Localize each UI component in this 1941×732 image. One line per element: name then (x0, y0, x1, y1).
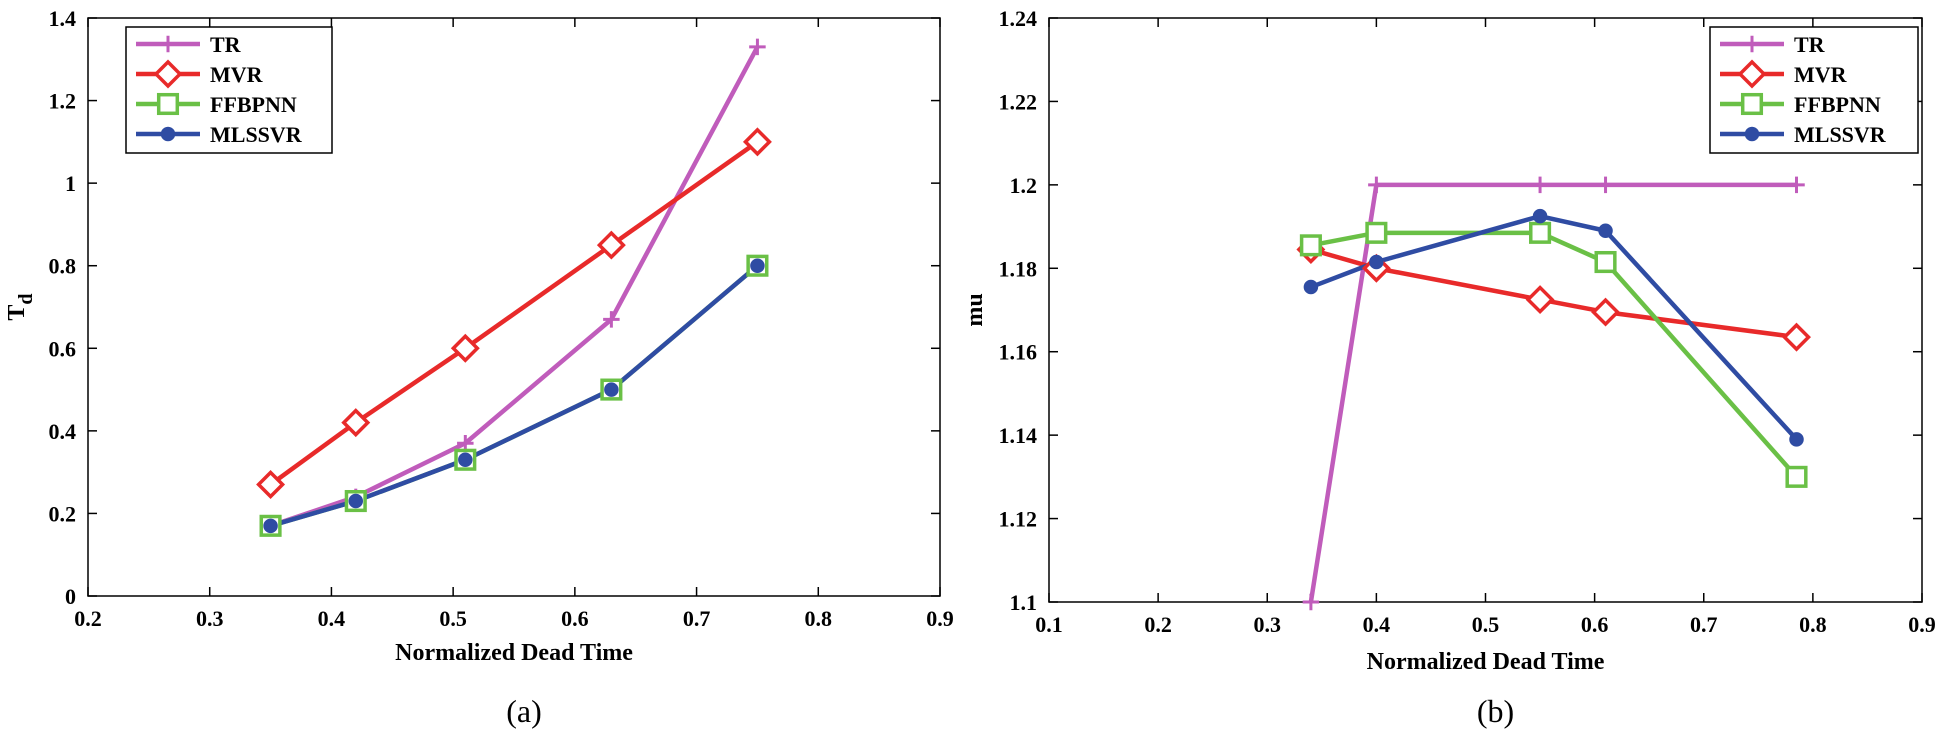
x-tick-label: 0.2 (1144, 612, 1172, 637)
x-tick-label: 0.5 (1472, 612, 1500, 637)
legend-label-mlssvr: MLSSVR (1794, 122, 1887, 147)
data-point-ffbpnn-3 (1594, 250, 1617, 274)
y-axis-label-subscript: d (15, 293, 37, 304)
x-tick-label: 0.9 (926, 606, 954, 631)
x-tick-label: 0.9 (1908, 612, 1936, 637)
legend-marker-ffbpnn (1740, 92, 1764, 116)
data-point-ffbpnn-1 (1365, 221, 1388, 244)
y-axis-label-main: mu (962, 293, 988, 326)
legend-marker-tr (1743, 35, 1761, 53)
data-point-mvr-4 (1782, 322, 1811, 352)
x-tick-label: 0.7 (1690, 612, 1718, 637)
legend: TR MVR FFBPNN MLSSVR (125, 26, 333, 154)
data-point-mlssvr-0 (1303, 279, 1319, 295)
x-tick-label: 0.1 (1035, 612, 1063, 637)
data-point-mlssvr-2 (458, 452, 473, 468)
legend-label-tr: TR (210, 32, 242, 57)
x-tick-label: 0.2 (74, 606, 102, 631)
x-tick-label: 0.8 (805, 606, 833, 631)
data-point-mlssvr-0 (263, 518, 278, 534)
data-point-tr-3 (603, 311, 620, 328)
series-line-ffbpnn (269, 263, 759, 528)
x-tick-label: 0.6 (561, 606, 589, 631)
data-point-mlssvr-4 (750, 258, 765, 273)
legend-label-mvr: MVR (210, 62, 264, 87)
y-tick-label: 0.2 (49, 501, 77, 526)
data-point-ffbpnn-0 (1299, 234, 1322, 257)
data-point-tr-4 (1788, 176, 1805, 194)
data-point-mlssvr-4 (1789, 432, 1804, 447)
legend-label-mvr: MVR (1794, 62, 1848, 87)
y-tick-label: 1.12 (999, 507, 1038, 532)
chart-panel-b: 0.1 0.2 0.3 0.4 0.5 0.6 0.7 0.8 0.9 1.1 1.12 1.14 1.… (962, 6, 1936, 729)
x-tick-label: 0.5 (439, 606, 467, 631)
y-tick-label: 1 (65, 171, 76, 196)
series-line-mlssvr (269, 263, 759, 528)
data-point-mlssvr-3 (1598, 223, 1613, 238)
y-tick-label: 1.2 (49, 89, 77, 114)
y-tick-label: 0 (65, 584, 76, 609)
data-point-tr-4 (749, 38, 766, 56)
legend-marker-tr (159, 35, 177, 53)
x-tick-label: 0.4 (1363, 612, 1391, 637)
y-tick-label: 0.6 (49, 336, 77, 361)
data-point-tr-1 (1368, 176, 1385, 194)
plot-area (87, 17, 941, 597)
chart-panel-a: 0.2 0.3 0.4 0.5 0.6 0.7 0.8 0.900.20.40.60.811.… (4, 6, 954, 729)
data-point-mlssvr-2 (1532, 208, 1548, 224)
data-point-ffbpnn-2 (1529, 221, 1552, 244)
y-tick-label: 1.1 (1010, 590, 1038, 615)
x-tick-label: 0.3 (196, 606, 224, 631)
data-point-tr-2 (1531, 176, 1549, 194)
data-point-tr-3 (1597, 176, 1614, 194)
data-point-mvr-2 (1525, 285, 1555, 315)
y-tick-label: 1.24 (999, 6, 1038, 31)
series-line-tr (269, 45, 760, 528)
data-point-mlssvr-1 (1369, 254, 1384, 270)
series-line-mvr (269, 140, 759, 487)
data-point-ffbpnn-4 (1785, 465, 1808, 488)
y-tick-label: 0.4 (49, 419, 77, 444)
y-tick-label: 0.8 (49, 254, 77, 279)
y-axis-label-main: T (4, 305, 30, 321)
y-tick-label: 1.22 (999, 89, 1038, 114)
legend-marker-ffbpnn (156, 92, 180, 116)
x-tick-label: 0.7 (683, 606, 711, 631)
data-point-mvr-3 (596, 230, 626, 260)
data-point-mlssvr-1 (348, 493, 364, 509)
data-point-mvr-1 (341, 408, 371, 438)
x-tick-label: 0.6 (1581, 612, 1609, 637)
legend: TR MVR FFBPNN MLSSVR (1709, 26, 1919, 154)
y-tick-label: 1.16 (999, 340, 1038, 365)
y-tick-label: 1.14 (999, 423, 1038, 448)
y-tick-label: 1.4 (49, 6, 77, 31)
x-axis-label: Normalized Dead Time (1367, 649, 1605, 675)
x-tick-label: 0.4 (318, 606, 346, 631)
figure-caption: (b) (1477, 693, 1514, 729)
legend-marker-mvr (1737, 59, 1767, 89)
legend-marker-mvr (153, 59, 183, 89)
x-tick-label: 0.8 (1799, 612, 1827, 637)
legend-label-tr: TR (1794, 32, 1826, 57)
data-point-mvr-2 (450, 333, 480, 363)
legend-label-mlssvr: MLSSVR (210, 122, 303, 147)
data-point-mvr-3 (1591, 297, 1621, 327)
data-point-mvr-4 (742, 127, 772, 157)
x-tick-label: 0.3 (1254, 612, 1282, 637)
legend-marker-mlssvr (160, 126, 176, 142)
legend-marker-mlssvr (1744, 126, 1760, 142)
figure-caption: (a) (506, 693, 542, 729)
data-point-mvr-0 (256, 470, 286, 500)
data-point-tr-0 (1302, 593, 1320, 611)
legend-label-ffbpnn: FFBPNN (210, 92, 297, 117)
data-point-mlssvr-3 (604, 382, 619, 397)
x-axis-label: Normalized Dead Time (395, 640, 633, 666)
y-axis-label: Td (4, 293, 37, 320)
y-tick-label: 1.18 (999, 256, 1038, 281)
y-axis-label: mu (962, 293, 988, 326)
legend-label-ffbpnn: FFBPNN (1794, 92, 1881, 117)
y-tick-label: 1.2 (1010, 173, 1038, 198)
